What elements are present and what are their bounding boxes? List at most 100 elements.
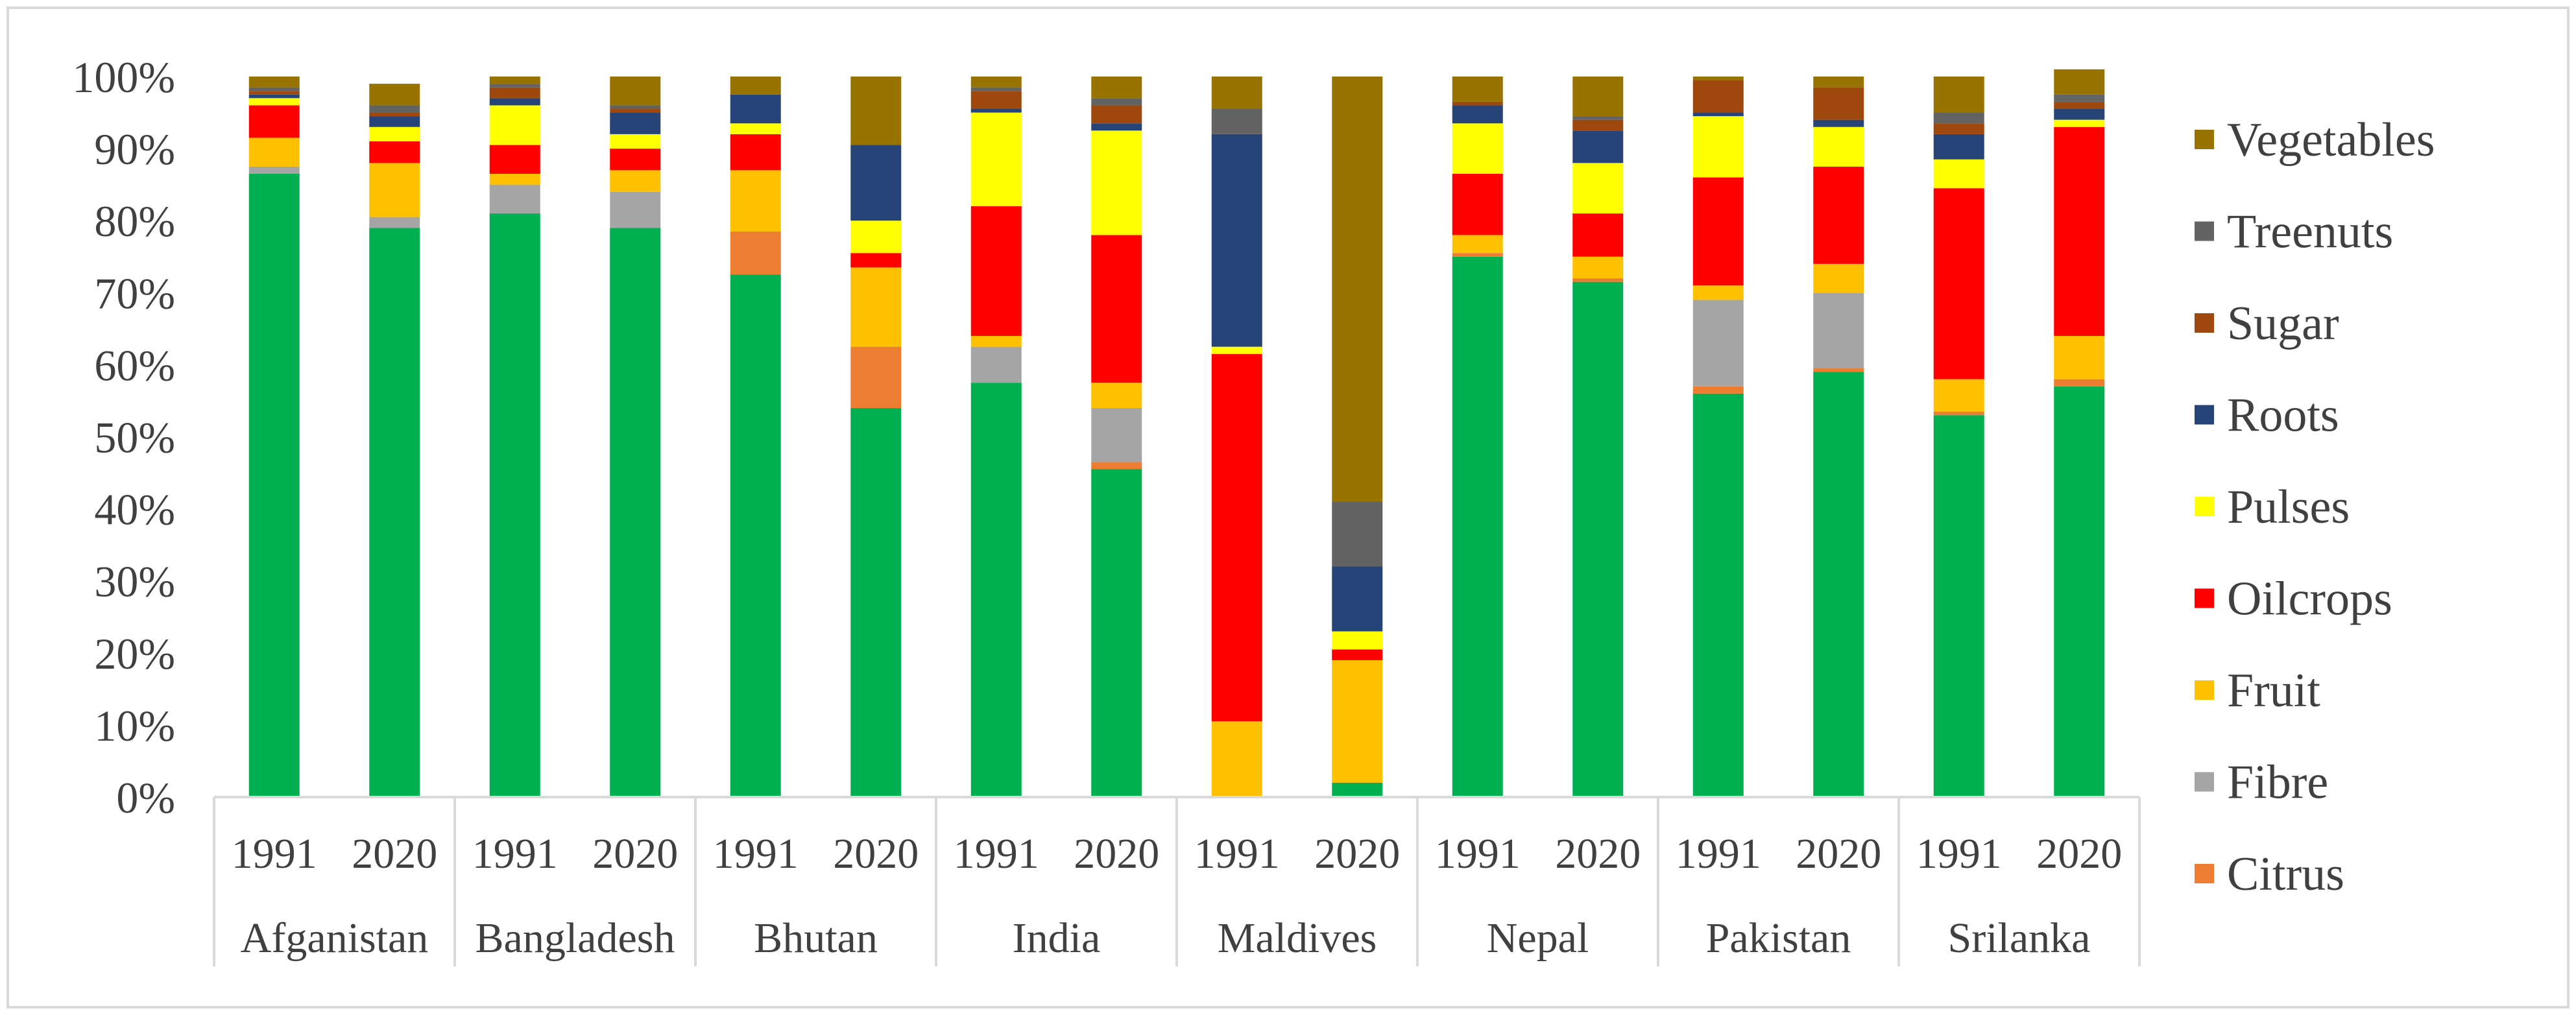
x-year-label: 1991 <box>232 830 317 878</box>
bar-segment-roots <box>1452 105 1503 124</box>
bar-segment-citrus <box>1813 368 1864 372</box>
bar-segment-roots <box>248 94 300 99</box>
bar-segment-fruit <box>1933 379 1984 412</box>
x-year-label: 2020 <box>1074 830 1159 878</box>
x-country-label: Nepal <box>1487 914 1589 962</box>
bar-segment-fruit <box>1692 285 1744 300</box>
bar-segment-pulses <box>248 98 300 106</box>
bar-segment-cereals <box>1933 415 1984 797</box>
bar-segment-roots <box>1933 134 1984 160</box>
legend: Vegetables Treenuts Sugar Roots Pulses Oilcro… <box>2195 113 2435 901</box>
bar-segment-cereals <box>1572 281 1624 797</box>
bar-segment-fruit <box>1813 263 1864 293</box>
bar-segment-pulses <box>1211 346 1262 354</box>
bar-segment-pulses <box>489 105 540 145</box>
bar-segment-cereals <box>1091 469 1142 797</box>
bar-segment-vegetables <box>248 77 300 88</box>
legend-swatch-roots <box>2195 405 2214 425</box>
bar-segment-cereals <box>610 228 661 797</box>
legend-label-pulses: Pulses <box>2227 481 2350 534</box>
bar-segment-fibre <box>1692 300 1744 387</box>
bar-segment-pulses <box>1332 631 1383 650</box>
bar-segment-oilcrops <box>1692 177 1744 286</box>
bar-segment-citrus <box>1933 411 1984 416</box>
bar-segment-vegetables <box>730 77 781 95</box>
y-tick-label: 40% <box>94 485 175 534</box>
bar-segment-sugar <box>1813 87 1864 120</box>
bar-segment-oilcrops <box>248 105 300 138</box>
x-year-label: 1991 <box>713 830 799 878</box>
bar-segment-roots <box>1091 123 1142 131</box>
bar-segment-citrus <box>730 231 781 275</box>
chart-border <box>6 6 2570 1009</box>
legend-swatch-vegetables <box>2195 130 2214 149</box>
bar-segment-pulses <box>1091 130 1142 235</box>
bar-segment-sugar <box>2054 101 2105 109</box>
bar-segment-oilcrops <box>970 206 1022 336</box>
legend-swatch-sugar <box>2195 313 2214 333</box>
bar-segment-cereals <box>248 173 300 797</box>
bar-segment-fruit <box>248 137 300 167</box>
bar-segment-oilcrops <box>489 145 540 174</box>
bar-segment-fibre <box>489 184 540 214</box>
x-year-label: 2020 <box>592 830 678 878</box>
legend-label-fibre: Fibre <box>2227 756 2328 809</box>
bar-segment-fruit <box>1332 660 1383 783</box>
bar-segment-roots <box>369 116 420 127</box>
axes: 0% 10% 20% 30% 40% 50% 60% 70% 80% 90% 100% 1991 202… <box>72 53 2141 966</box>
bar-segment-fruit <box>1211 721 1262 797</box>
bar-segment-sugar <box>970 91 1022 109</box>
bar-segment-pulses <box>2054 119 2105 127</box>
bar-segment-cereals <box>850 408 902 797</box>
bar-segment-roots <box>970 108 1022 113</box>
x-year-label: 2020 <box>352 830 437 878</box>
y-tick-label: 10% <box>94 701 175 750</box>
bar-segment-treenuts <box>1572 116 1624 120</box>
plot-area <box>248 69 2105 798</box>
bar-segment-roots <box>1692 112 1744 117</box>
bar-segment-treenuts <box>248 87 300 91</box>
bar-segment-vegetables <box>1813 77 1864 88</box>
legend-swatch-fruit <box>2195 680 2214 700</box>
bar-segment-vegetables <box>2054 69 2105 95</box>
legend-swatch-pulses <box>2195 497 2214 516</box>
bar-segment-fruit <box>489 173 540 185</box>
bar-segment-oilcrops <box>850 253 902 268</box>
bar-segment-treenuts <box>489 84 540 88</box>
bar-segment-fruit <box>850 267 902 347</box>
bar-segment-roots <box>1572 130 1624 163</box>
bar-segment-treenuts <box>1211 108 1262 134</box>
bar-segment-citrus <box>1572 278 1624 282</box>
bar-segment-cereals <box>1692 393 1744 797</box>
bar-segment-fruit <box>1452 235 1503 254</box>
bar-segment-fruit <box>730 170 781 232</box>
bar-segment-treenuts <box>1332 501 1383 567</box>
bar-segment-vegetables <box>1332 77 1383 502</box>
bar-segment-oilcrops <box>1091 235 1142 383</box>
bar-segment-oilcrops <box>2054 126 2105 336</box>
bar-segment-sugar <box>1572 119 1624 131</box>
x-year-label: 2020 <box>1314 830 1400 878</box>
bar-segment-vegetables <box>489 77 540 84</box>
x-year-label: 1991 <box>1676 830 1761 878</box>
bar-segment-cereals <box>2054 386 2105 797</box>
bar-segment-vegetables <box>1452 77 1503 102</box>
bar-segment-citrus <box>1091 462 1142 470</box>
bar-segment-fruit <box>369 163 420 217</box>
bar-segment-oilcrops <box>1211 353 1262 722</box>
y-tick-label: 30% <box>94 557 175 606</box>
bar-segment-cereals <box>1332 782 1383 797</box>
bar-segment-vegetables <box>1091 77 1142 99</box>
bar-segment-oilcrops <box>1813 166 1864 264</box>
bar-segment-roots <box>1211 134 1262 347</box>
bar-segment-roots <box>1813 119 1864 127</box>
bar-segment-pulses <box>1572 163 1624 214</box>
bar-segment-vegetables <box>610 77 661 106</box>
bar-segment-sugar <box>248 91 300 95</box>
x-year-label: 1991 <box>1916 830 2002 878</box>
legend-label-citrus: Citrus <box>2227 848 2344 901</box>
bar-segment-citrus <box>2054 379 2105 387</box>
bar-segment-treenuts <box>970 87 1022 91</box>
y-tick-label: 60% <box>94 340 175 390</box>
